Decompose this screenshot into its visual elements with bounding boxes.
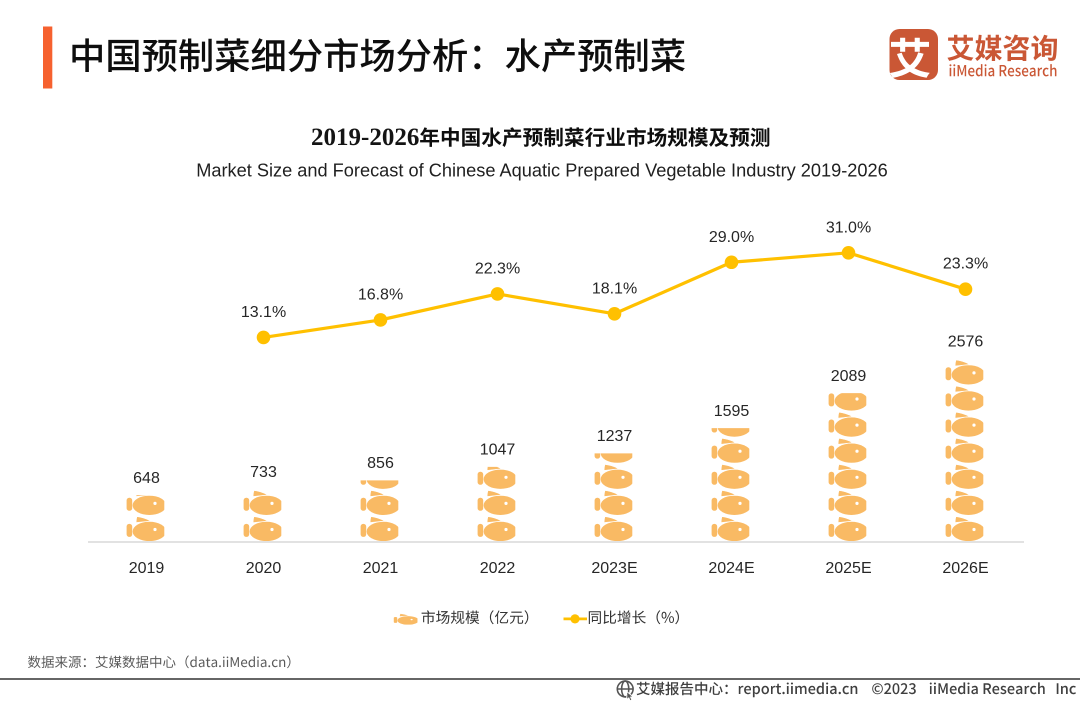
svg-text:1237: 1237 bbox=[597, 428, 633, 445]
svg-text:2019-2026: 2019-2026 bbox=[311, 124, 419, 151]
svg-text:29.0%: 29.0% bbox=[709, 229, 754, 246]
svg-text:2020: 2020 bbox=[246, 560, 282, 577]
svg-text:Market Size and Forecast of Ch: Market Size and Forecast of Chinese Aqua… bbox=[196, 161, 888, 181]
svg-text:16.8%: 16.8% bbox=[358, 286, 403, 303]
svg-text:18.1%: 18.1% bbox=[592, 280, 637, 297]
svg-text:1595: 1595 bbox=[714, 403, 750, 420]
svg-text:2021: 2021 bbox=[363, 560, 399, 577]
svg-text:2576: 2576 bbox=[948, 333, 984, 350]
svg-text:2089: 2089 bbox=[831, 368, 867, 385]
svg-text:856: 856 bbox=[367, 455, 394, 472]
svg-text:31.0%: 31.0% bbox=[826, 219, 871, 236]
svg-text:2019: 2019 bbox=[129, 560, 165, 577]
svg-text:1047: 1047 bbox=[480, 442, 516, 459]
svg-text:23.3%: 23.3% bbox=[943, 256, 988, 273]
svg-text:648: 648 bbox=[133, 470, 160, 487]
svg-text:2025E: 2025E bbox=[825, 560, 871, 577]
svg-text:2022: 2022 bbox=[480, 560, 516, 577]
svg-text:2024E: 2024E bbox=[708, 560, 754, 577]
svg-text:13.1%: 13.1% bbox=[241, 304, 286, 321]
svg-text:733: 733 bbox=[250, 464, 277, 481]
svg-text:22.3%: 22.3% bbox=[475, 260, 520, 277]
svg-text:2026E: 2026E bbox=[942, 560, 988, 577]
svg-text:2023E: 2023E bbox=[591, 560, 637, 577]
